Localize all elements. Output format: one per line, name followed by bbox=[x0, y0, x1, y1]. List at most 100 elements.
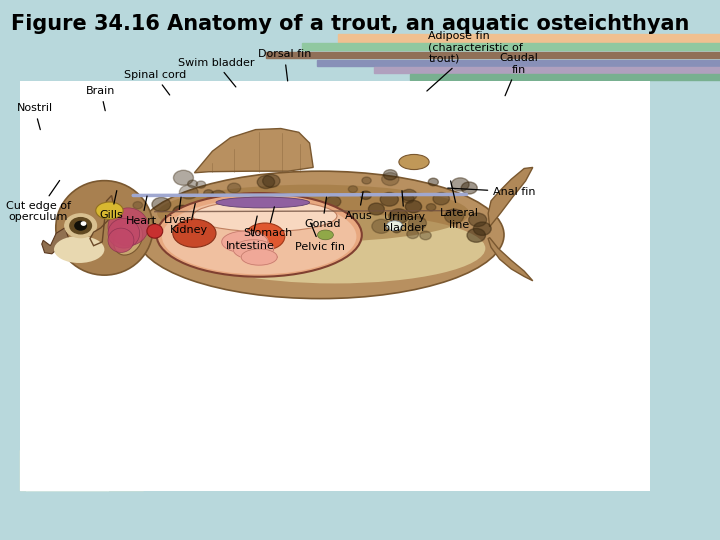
Circle shape bbox=[372, 219, 390, 233]
Circle shape bbox=[326, 196, 341, 207]
Text: Kidney: Kidney bbox=[171, 204, 208, 235]
Circle shape bbox=[362, 177, 372, 184]
Text: Brain: Brain bbox=[86, 86, 115, 111]
Polygon shape bbox=[194, 129, 313, 173]
Circle shape bbox=[380, 192, 398, 206]
Circle shape bbox=[323, 210, 334, 218]
Circle shape bbox=[407, 230, 418, 239]
Circle shape bbox=[228, 183, 240, 193]
Circle shape bbox=[184, 221, 197, 231]
Ellipse shape bbox=[184, 213, 485, 284]
Circle shape bbox=[467, 228, 485, 242]
Text: Dorsal fin: Dorsal fin bbox=[258, 49, 311, 81]
Ellipse shape bbox=[245, 223, 285, 250]
Circle shape bbox=[248, 208, 261, 218]
Bar bbox=[382, 383, 482, 402]
Bar bbox=[317, 60, 720, 66]
Circle shape bbox=[196, 181, 206, 188]
Text: Stomach: Stomach bbox=[243, 207, 292, 238]
Circle shape bbox=[401, 190, 417, 201]
Text: Spinal cord: Spinal cord bbox=[124, 70, 186, 95]
Circle shape bbox=[420, 231, 431, 240]
Polygon shape bbox=[42, 228, 68, 254]
Circle shape bbox=[348, 186, 357, 193]
Circle shape bbox=[133, 201, 143, 209]
Ellipse shape bbox=[162, 199, 356, 274]
Ellipse shape bbox=[216, 197, 310, 208]
Ellipse shape bbox=[114, 222, 143, 255]
Circle shape bbox=[152, 198, 171, 212]
Text: Nostril: Nostril bbox=[17, 103, 53, 130]
Polygon shape bbox=[233, 240, 274, 259]
FancyArrow shape bbox=[126, 387, 137, 402]
Circle shape bbox=[263, 174, 280, 187]
Polygon shape bbox=[374, 243, 409, 260]
Ellipse shape bbox=[193, 200, 337, 232]
Circle shape bbox=[193, 206, 205, 215]
Circle shape bbox=[174, 170, 194, 185]
Circle shape bbox=[257, 176, 274, 188]
Ellipse shape bbox=[108, 218, 140, 248]
Bar bbox=[266, 52, 720, 58]
Text: Urinary
bladder: Urinary bladder bbox=[383, 191, 426, 233]
Circle shape bbox=[433, 193, 449, 205]
Text: Gills: Gills bbox=[100, 191, 123, 220]
Circle shape bbox=[426, 204, 436, 211]
Text: Heart: Heart bbox=[126, 196, 158, 226]
Circle shape bbox=[384, 170, 397, 180]
Text: Figure 34.16 Anatomy of a trout, an aquatic osteichthyan: Figure 34.16 Anatomy of a trout, an aqua… bbox=[11, 14, 689, 33]
Circle shape bbox=[469, 213, 487, 227]
Circle shape bbox=[200, 206, 215, 216]
Bar bbox=[410, 74, 720, 80]
Text: Caudal
fin: Caudal fin bbox=[499, 53, 538, 96]
Circle shape bbox=[382, 173, 399, 186]
Text: Lateral
line: Lateral line bbox=[440, 181, 479, 230]
Circle shape bbox=[65, 214, 96, 238]
Circle shape bbox=[75, 221, 86, 230]
Circle shape bbox=[405, 200, 422, 213]
Circle shape bbox=[173, 205, 192, 219]
Text: Liver: Liver bbox=[164, 197, 192, 225]
Circle shape bbox=[473, 222, 491, 235]
Text: Intestine: Intestine bbox=[226, 216, 275, 252]
Circle shape bbox=[210, 190, 226, 202]
Ellipse shape bbox=[147, 224, 163, 238]
Ellipse shape bbox=[399, 154, 429, 170]
Circle shape bbox=[70, 218, 91, 234]
Circle shape bbox=[392, 226, 401, 233]
FancyArrow shape bbox=[263, 392, 274, 408]
Circle shape bbox=[402, 194, 414, 203]
Ellipse shape bbox=[108, 228, 134, 252]
Text: Pelvic fin: Pelvic fin bbox=[295, 223, 346, 252]
Text: Gonad: Gonad bbox=[305, 197, 341, 229]
Circle shape bbox=[462, 182, 477, 194]
Ellipse shape bbox=[96, 202, 123, 219]
Circle shape bbox=[179, 185, 198, 199]
Polygon shape bbox=[488, 167, 533, 227]
Circle shape bbox=[389, 209, 408, 224]
Ellipse shape bbox=[387, 221, 402, 231]
Circle shape bbox=[154, 232, 164, 239]
Text: Anal fin: Anal fin bbox=[448, 187, 536, 197]
Circle shape bbox=[291, 200, 305, 212]
Ellipse shape bbox=[137, 171, 504, 299]
Bar bbox=[20, 450, 143, 490]
Circle shape bbox=[188, 180, 197, 187]
Circle shape bbox=[428, 178, 438, 186]
Ellipse shape bbox=[55, 180, 153, 275]
Circle shape bbox=[81, 222, 86, 225]
Circle shape bbox=[369, 203, 384, 215]
Ellipse shape bbox=[173, 219, 216, 247]
Circle shape bbox=[408, 217, 426, 230]
FancyArrow shape bbox=[36, 413, 47, 429]
Polygon shape bbox=[241, 249, 277, 265]
Text: Adipose fin
(characteristic of
trout): Adipose fin (characteristic of trout) bbox=[427, 31, 523, 91]
Circle shape bbox=[301, 215, 311, 224]
Circle shape bbox=[451, 178, 469, 191]
Bar bbox=[338, 34, 720, 42]
Ellipse shape bbox=[157, 193, 361, 277]
Circle shape bbox=[306, 212, 324, 225]
Text: Swim bladder: Swim bladder bbox=[178, 57, 254, 87]
Polygon shape bbox=[488, 238, 533, 281]
Circle shape bbox=[444, 209, 464, 224]
